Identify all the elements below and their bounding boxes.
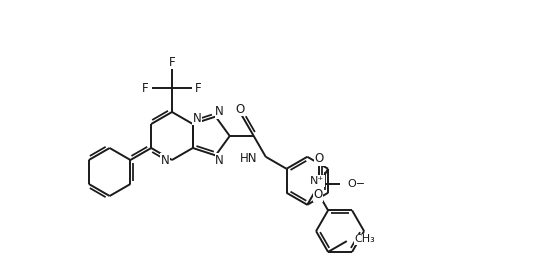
Text: O: O bbox=[235, 103, 244, 116]
Text: CH₃: CH₃ bbox=[355, 234, 375, 244]
Text: N: N bbox=[160, 153, 170, 166]
Text: N: N bbox=[215, 154, 224, 167]
Text: F: F bbox=[168, 56, 176, 69]
Text: N: N bbox=[215, 105, 224, 118]
Text: N: N bbox=[192, 111, 201, 124]
Text: O: O bbox=[315, 152, 324, 165]
Text: O−: O− bbox=[348, 179, 366, 189]
Text: HN: HN bbox=[240, 152, 258, 165]
Text: F: F bbox=[195, 82, 202, 95]
Text: F: F bbox=[142, 82, 149, 95]
Text: O: O bbox=[313, 188, 323, 201]
Text: N⁺: N⁺ bbox=[310, 176, 325, 186]
